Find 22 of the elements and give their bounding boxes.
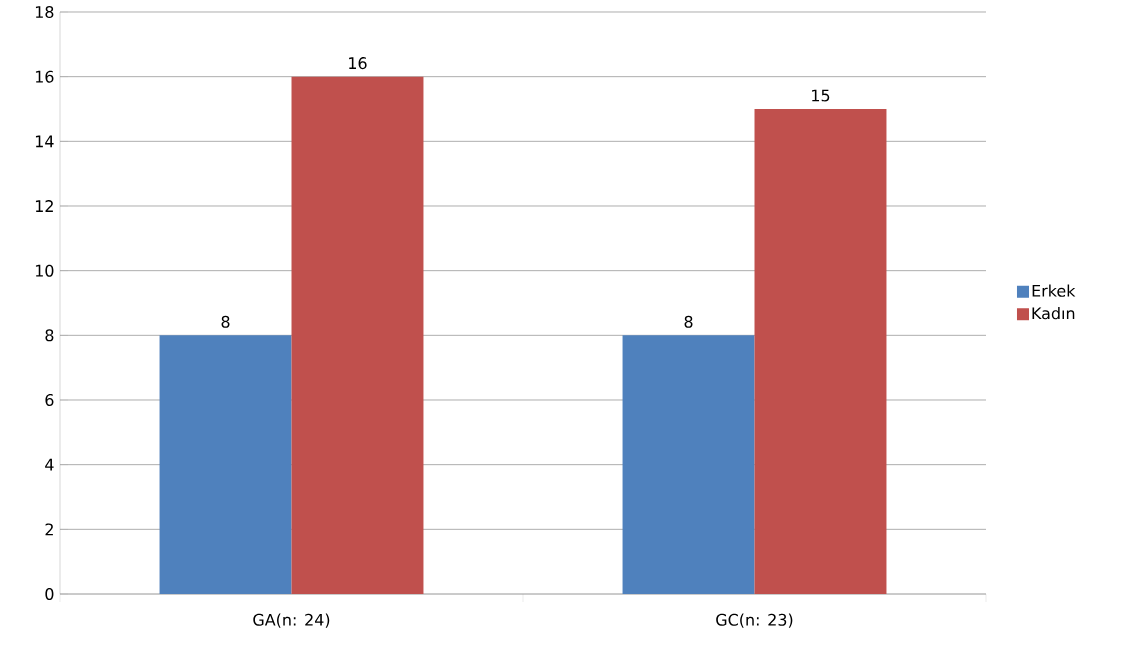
data-label: 8 bbox=[684, 315, 693, 328]
bar bbox=[291, 76, 424, 594]
y-tick-label: 16 bbox=[35, 70, 54, 83]
y-tick-label: 10 bbox=[35, 264, 54, 277]
legend-label: Erkek bbox=[1032, 284, 1076, 297]
y-tick-label: 12 bbox=[35, 200, 53, 212]
bar bbox=[622, 335, 755, 594]
legend-label: Kadın bbox=[1032, 306, 1075, 320]
x-tick-label: GA(n: 24) bbox=[253, 613, 330, 628]
data-label: 8 bbox=[221, 315, 230, 328]
y-tick-label: 2 bbox=[45, 523, 53, 536]
y-tick-label: 4 bbox=[45, 458, 54, 471]
data-label: 16 bbox=[349, 57, 367, 70]
y-tick-label: 8 bbox=[45, 329, 54, 342]
y-tick-label: 6 bbox=[45, 393, 54, 407]
y-tick-label: 14 bbox=[35, 135, 54, 148]
x-tick-label: GC(n: 23) bbox=[716, 613, 793, 628]
bar bbox=[159, 335, 292, 594]
bar bbox=[754, 109, 887, 594]
data-label: 15 bbox=[812, 89, 830, 102]
y-tick-label: 0 bbox=[45, 587, 54, 601]
y-tick-label: 18 bbox=[35, 5, 54, 19]
